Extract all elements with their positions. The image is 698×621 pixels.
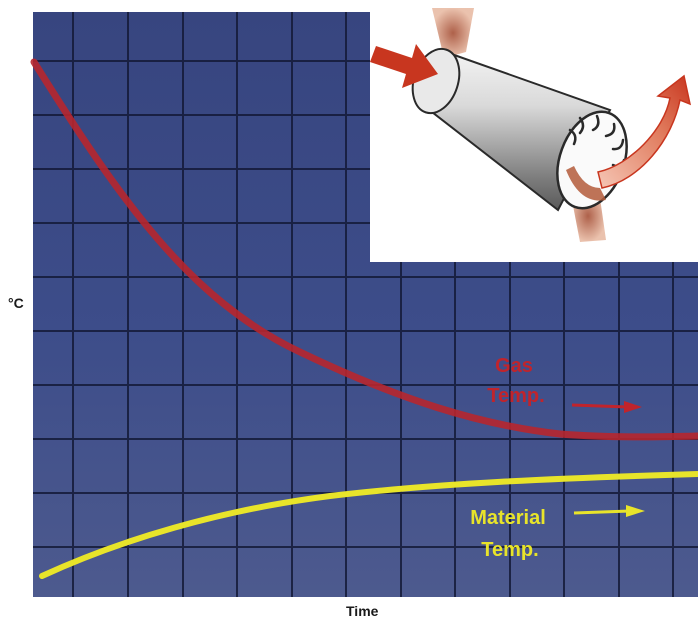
material-temp-curve — [39, 471, 698, 579]
flight — [591, 114, 600, 132]
gas-direction-arrow — [571, 401, 642, 413]
drum-material-bed — [566, 166, 606, 201]
gas-label-line2: Temp. — [487, 385, 544, 407]
material-direction-arrow — [573, 505, 645, 517]
x-axis-label: Time — [346, 603, 379, 619]
material-label-line2: Temp. — [481, 539, 538, 561]
flight — [611, 138, 625, 151]
gas-inlet-arrow — [370, 44, 438, 88]
gas-label-line1: Gas — [495, 355, 533, 377]
flight — [568, 128, 577, 146]
flight — [604, 122, 616, 138]
material-inflow — [432, 8, 474, 58]
material-label-line1: Material — [470, 507, 546, 529]
rotary-drum-illustration — [370, 0, 698, 262]
rotation-arrow — [597, 74, 692, 189]
gas-temp-curve — [30, 58, 698, 441]
y-axis-label: °C — [8, 295, 24, 311]
flight — [578, 116, 585, 135]
